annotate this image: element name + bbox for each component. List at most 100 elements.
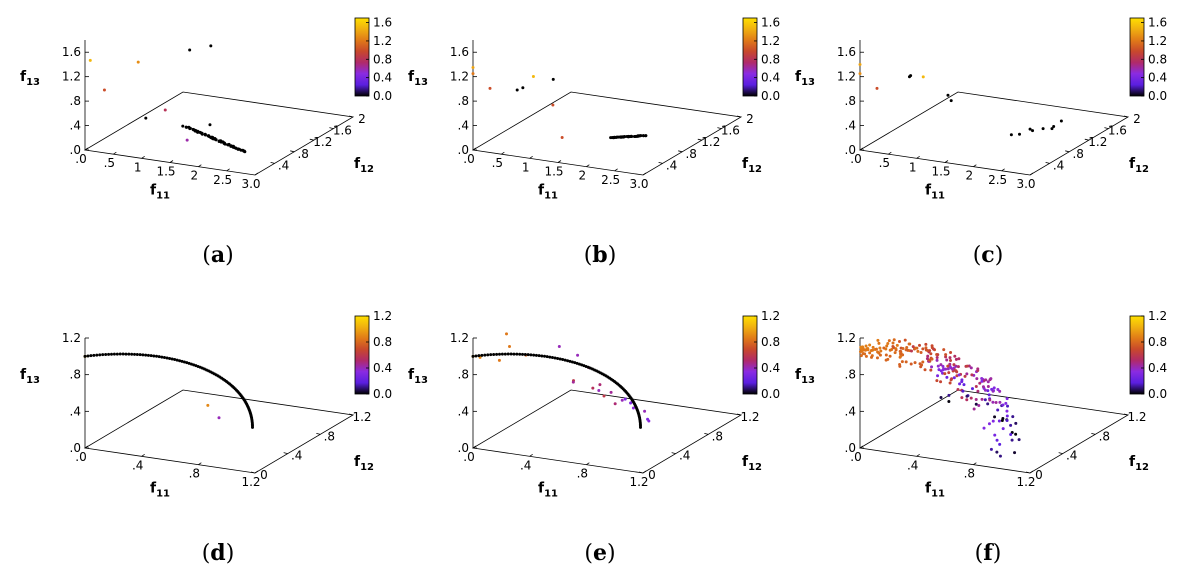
data-point [488,86,492,90]
x-tick-label: 3.0 [629,177,648,191]
colorbar-tick-label: 0.8 [1148,52,1167,66]
x-tick-label: 2 [579,169,587,183]
z-tick-label: 1.2 [837,70,856,84]
x-tick-label: .0 [463,152,474,166]
x-tick [1001,168,1005,172]
front-point [141,353,145,357]
data-point [613,402,617,406]
y-tick [736,115,742,118]
x-tick-label: 1.5 [156,165,175,179]
front-point [112,352,116,356]
z-tick-label: 1.6 [837,45,856,59]
front-point [903,338,907,342]
front-point [623,135,627,139]
front-point [526,353,530,357]
front-point [1017,438,1021,442]
caption-c: (c) [972,242,1004,268]
front-point [947,371,951,375]
front-point [506,352,510,356]
front-point [864,344,868,348]
x-tick-label: .4 [907,458,918,472]
front-point [921,347,925,351]
z-tick-label: 1.2 [62,70,81,84]
front-point [936,374,940,378]
front-point [948,362,952,366]
colorbar-tick-label: 1.2 [1148,34,1167,48]
x-tick [586,164,590,167]
front-point [540,354,544,358]
front-point [98,353,102,357]
x-tick-label: .4 [520,458,531,472]
z-tick-label: 1.2 [450,331,469,345]
front-point [987,422,991,426]
front-point [943,372,947,376]
y-axis-label: f12 [1129,454,1149,473]
caption-b: (b) [583,242,617,268]
data-point [208,123,212,127]
front-point [200,132,204,136]
z-tick-label: .0 [845,441,856,455]
data-point [576,353,580,357]
front-point [629,134,633,138]
front-point [980,397,984,401]
z-tick-label: .4 [845,119,856,133]
front-point [1000,419,1004,423]
y-tick [1104,127,1109,129]
front-point [86,354,90,358]
data-point [471,72,475,76]
colorbar-tick-label: 1.6 [373,16,392,30]
data-point [1028,127,1032,131]
x-tick [529,156,533,159]
colorbar-tick-label: 0.0 [1148,387,1167,401]
x-tick-label: .8 [577,467,588,481]
front-point [858,350,862,354]
y-tick [348,413,354,416]
z-axis-label: f13 [795,367,815,386]
front-point [107,352,111,356]
y-tick-label: .8 [297,147,308,161]
z-tick-label: .4 [70,119,81,133]
data-point [471,66,475,69]
data-point [515,88,519,92]
y-tick [348,115,354,118]
front-point [187,361,191,365]
front-point [888,354,892,358]
data-point [209,44,213,48]
front-point [550,356,554,360]
front-point [545,355,549,359]
colorbar [354,315,370,395]
data-point [102,88,106,92]
data-point [1031,129,1035,133]
front-point [936,353,940,357]
y-axis-label: f12 [1129,156,1149,175]
data-point [1009,133,1013,137]
data-point [875,86,879,90]
front-point [182,360,186,364]
points-f [858,338,1021,458]
data-point [858,72,862,76]
front-point [497,352,501,356]
data-point [508,345,511,348]
front-point [518,352,522,356]
front-point [986,389,990,393]
front-point [992,386,996,390]
front-point [947,393,951,397]
y-tick-label: .4 [278,158,289,172]
colorbar-tick-label: 1.2 [761,309,780,323]
axes-a: .0.5 1 1.5 2 2.5 3.0.4.81.21.62.0.4.81.21.6f1… [20,40,374,202]
front-point [512,352,516,356]
data-point [949,99,953,103]
y-tick [316,432,321,435]
front-point [888,348,892,352]
z-tick-label: .4 [845,404,856,418]
z-tick-label: 1.6 [450,45,469,59]
colorbar-tick-label: 1.6 [1148,16,1167,30]
y-tick-label: 2 [358,112,366,126]
front-point [477,354,481,358]
front-point [965,398,969,402]
front-point [900,360,904,364]
base-plane [471,389,743,474]
front-point [203,133,207,137]
front-point [95,353,99,357]
